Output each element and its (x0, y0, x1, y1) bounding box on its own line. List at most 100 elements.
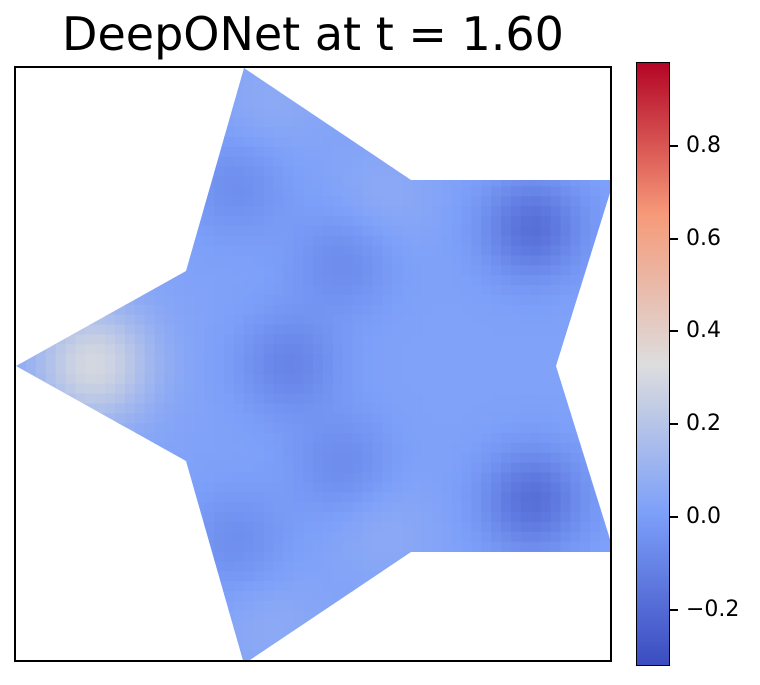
heatmap-cell (233, 206, 245, 217)
heatmap-cell (194, 235, 205, 247)
heatmap-cell (441, 137, 453, 148)
heatmap-cell (223, 314, 235, 326)
heatmap-cell (481, 630, 492, 641)
heatmap-cell (134, 196, 146, 207)
heatmap-cell (550, 77, 562, 89)
heatmap-cell (204, 610, 215, 622)
heatmap-cell (35, 77, 47, 89)
heatmap-cell (570, 383, 581, 395)
heatmap-cell (85, 87, 96, 99)
heatmap-cell (35, 650, 47, 660)
heatmap-cell (115, 196, 126, 207)
heatmap-cell (293, 68, 304, 79)
heatmap-cell (16, 354, 27, 365)
heatmap-cell (75, 107, 86, 118)
heatmap-cell (223, 442, 235, 454)
heatmap-cell (283, 87, 294, 99)
heatmap-cell (154, 87, 166, 99)
heatmap-cell (243, 423, 255, 434)
heatmap-cell (204, 492, 215, 503)
heatmap-cell (204, 452, 215, 464)
heatmap-cell (451, 107, 463, 118)
heatmap-cell (184, 502, 195, 513)
heatmap-cell (313, 383, 324, 395)
heatmap-cell (55, 216, 67, 227)
heatmap-cell (25, 245, 37, 257)
heatmap-cell (253, 502, 265, 513)
heatmap-cell (144, 107, 156, 118)
heatmap-cell (461, 255, 472, 266)
heatmap-cell (115, 462, 126, 474)
heatmap-cell (520, 364, 532, 375)
heatmap-cell (243, 403, 255, 414)
heatmap-cell (243, 551, 255, 562)
heatmap-cell (204, 68, 215, 79)
heatmap-cell (402, 433, 413, 444)
heatmap-cell (491, 146, 502, 158)
heatmap-cell (16, 462, 27, 474)
heatmap-cell (332, 620, 344, 631)
heatmap-cell (95, 551, 106, 562)
heatmap-cell (134, 452, 146, 464)
heatmap-cell (95, 620, 106, 631)
heatmap-cell (501, 255, 512, 266)
heatmap-cell (570, 304, 581, 316)
heatmap-cell (194, 265, 205, 276)
heatmap-cell (570, 630, 581, 641)
heatmap-cell (75, 413, 86, 424)
heatmap-cell (204, 334, 215, 345)
heatmap-cell (451, 294, 463, 306)
heatmap-cell (580, 304, 591, 316)
heatmap-cell (35, 551, 47, 562)
heatmap-cell (590, 68, 601, 79)
heatmap-cell (253, 304, 265, 316)
heatmap-cell (75, 393, 86, 405)
heatmap-cell (303, 344, 314, 355)
heatmap-cell (55, 176, 67, 187)
heatmap-cell (303, 146, 314, 158)
heatmap-cell (115, 364, 126, 375)
heatmap-cell (45, 630, 57, 641)
heatmap-cell (124, 127, 136, 138)
heatmap-cell (461, 235, 472, 247)
heatmap-cell (352, 373, 364, 385)
heatmap-cell (550, 561, 562, 572)
heatmap-cell (134, 68, 146, 79)
heatmap-cell (451, 127, 463, 138)
heatmap-cell (184, 314, 195, 326)
heatmap-cell (253, 590, 265, 602)
heatmap-cell (491, 166, 502, 178)
heatmap-cell (491, 512, 502, 523)
heatmap-cell (16, 512, 27, 523)
heatmap-cell (154, 354, 166, 365)
heatmap-cell (95, 255, 106, 266)
heatmap-cell (184, 146, 195, 158)
heatmap-cell (481, 304, 492, 316)
heatmap-cell (164, 462, 175, 474)
heatmap-cell (590, 275, 601, 286)
heatmap-cell (441, 166, 453, 178)
heatmap-cell (134, 413, 146, 424)
heatmap-cell (55, 127, 67, 138)
heatmap-cell (520, 413, 532, 424)
heatmap-cell (590, 423, 601, 434)
heatmap-cell (115, 176, 126, 187)
heatmap-cell (501, 452, 512, 464)
heatmap-cell (313, 176, 324, 187)
heatmap-cell (174, 590, 185, 602)
heatmap-cell (16, 235, 27, 247)
heatmap-cell (511, 107, 522, 118)
heatmap-cell (322, 551, 334, 562)
heatmap-cell (35, 107, 47, 118)
heatmap-cell (441, 235, 453, 247)
heatmap-cell (253, 571, 265, 582)
heatmap-cell (332, 433, 344, 444)
heatmap-cell (75, 610, 86, 622)
heatmap-cell (481, 502, 492, 513)
heatmap-cell (293, 206, 304, 217)
heatmap-cell (25, 77, 37, 89)
heatmap-cell (214, 354, 225, 365)
heatmap-cell (75, 127, 86, 138)
heatmap-cell (570, 196, 581, 207)
heatmap-cell (530, 245, 542, 257)
